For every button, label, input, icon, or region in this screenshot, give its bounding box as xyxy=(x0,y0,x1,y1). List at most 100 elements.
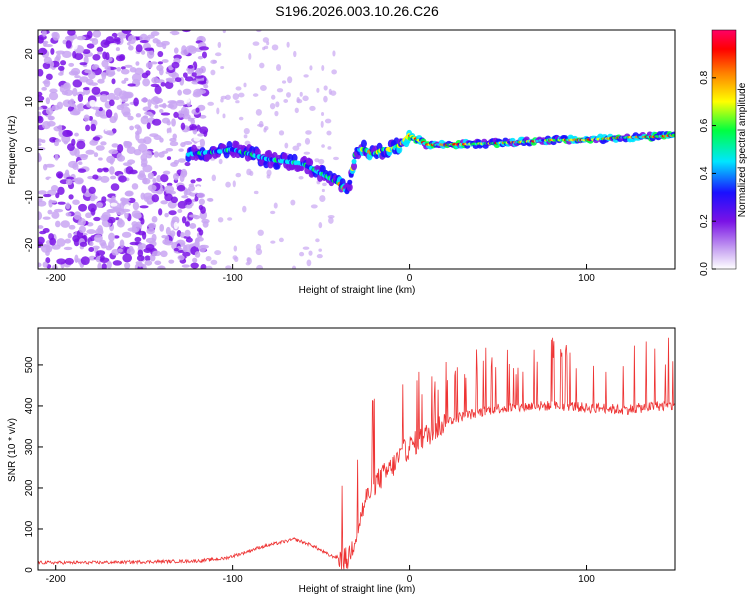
heatmap-cell xyxy=(190,179,196,184)
heatmap-cell xyxy=(233,245,238,252)
heatmap-cell xyxy=(152,250,162,257)
heatmap-cell xyxy=(113,235,120,239)
heatmap-cell xyxy=(131,73,142,83)
heatmap-cell xyxy=(321,144,325,148)
heatmap-cell xyxy=(148,222,157,229)
heatmap-cell xyxy=(189,223,197,229)
heatmap-cell xyxy=(151,118,162,126)
heatmap-cell xyxy=(248,52,252,60)
heatmap-cell xyxy=(39,230,47,235)
heatmap-cell xyxy=(132,201,140,211)
heatmap-cell xyxy=(101,263,107,269)
heatmap-cell xyxy=(159,109,164,114)
heatmap-cell xyxy=(162,170,171,175)
heatmap-cell xyxy=(100,72,107,77)
heatmap-cell xyxy=(38,190,47,195)
figure-title: S196.2026.003.10.26.C26 xyxy=(275,3,439,19)
heatmap-cell xyxy=(74,75,81,79)
heatmap-cell xyxy=(287,76,293,84)
heatmap-cell xyxy=(127,227,137,232)
heatmap-cell xyxy=(174,36,180,43)
heatmap-cell xyxy=(331,69,337,75)
snr-xtick-label: 0 xyxy=(407,574,413,585)
heatmap-cell xyxy=(78,218,86,226)
heatmap-cell xyxy=(97,225,103,234)
heatmap-cell xyxy=(68,62,75,67)
snr-ylabel: SNR (10 * v/v) xyxy=(7,418,18,482)
heatmap-cell xyxy=(162,43,167,50)
heatmap-cell xyxy=(89,241,94,247)
heatmap-cell xyxy=(323,85,328,91)
heatmap-cell xyxy=(64,169,70,177)
heatmap-cell xyxy=(351,162,358,171)
heatmap-cell xyxy=(303,74,309,78)
heatmap-cell xyxy=(200,264,207,269)
heatmap-cell xyxy=(182,113,191,120)
heatmap-cell xyxy=(64,89,74,96)
heatmap-cell xyxy=(43,193,52,198)
heatmap-cell xyxy=(126,247,135,256)
heatmap-cell xyxy=(51,264,58,269)
heatmap-cell xyxy=(165,226,171,236)
heatmap-cell xyxy=(115,47,120,52)
heatmap-cell xyxy=(259,62,265,69)
heatmap-cell xyxy=(93,152,99,158)
heatmap-cell xyxy=(290,199,296,206)
heatmap-cell xyxy=(182,244,188,253)
heatmap-cell xyxy=(88,115,93,121)
heatmap-cell xyxy=(138,260,143,268)
heatmap-cell xyxy=(87,71,96,80)
heatmap-cell xyxy=(95,145,105,151)
heatmap-cell xyxy=(135,61,140,66)
colorbar: 0.0 0.2 0.4 0.6 0.8 Normalized spectral ampl… xyxy=(699,29,748,276)
heatmap-cell xyxy=(107,216,116,224)
heatmap-cell xyxy=(318,158,325,165)
heatmap-cell xyxy=(203,84,209,89)
heatmap-cell xyxy=(160,174,169,183)
heatmap-cell xyxy=(159,223,165,232)
heatmap-cell xyxy=(258,120,264,128)
heatmap-cell xyxy=(123,77,129,82)
heatmap-cell xyxy=(120,68,130,75)
heatmap-cell xyxy=(307,158,314,167)
heatmap-cell xyxy=(44,163,55,168)
heatmap-cell xyxy=(332,50,336,57)
heatmap-cell xyxy=(111,143,119,148)
heatmap-cell xyxy=(273,202,278,209)
heatmap-cell xyxy=(79,62,88,66)
heatmap-cell xyxy=(66,176,75,180)
heatmap-cell xyxy=(327,146,332,150)
heatmap-cell xyxy=(158,266,164,269)
heatmap-cell xyxy=(296,96,300,103)
heatmap-cell xyxy=(161,59,169,63)
heatmap-cell xyxy=(322,182,327,187)
heatmap-cell xyxy=(79,241,88,247)
heatmap-cell xyxy=(173,47,179,54)
heatmap-cell xyxy=(73,211,82,220)
heatmap-cell xyxy=(195,67,203,76)
heatmap-cell xyxy=(225,181,231,188)
heatmap-cell xyxy=(252,93,259,97)
heatmap-cell xyxy=(78,225,86,234)
heatmap-cell xyxy=(38,91,43,97)
heatmap-cell xyxy=(108,99,115,107)
heatmap-cell xyxy=(43,56,52,64)
heatmap-cell xyxy=(142,177,151,185)
heatmap-cell xyxy=(243,127,250,135)
heatmap-cell xyxy=(184,221,190,227)
heatmap-cell xyxy=(158,151,165,158)
heatmap-cell xyxy=(302,246,310,250)
heatmap-cell xyxy=(253,190,259,195)
heatmap-cell xyxy=(270,210,276,215)
heatmap-cell xyxy=(164,81,174,90)
heatmap-cell xyxy=(67,232,73,239)
heatmap-cell xyxy=(96,46,104,53)
heatmap-cell xyxy=(92,174,99,180)
heatmap-cell xyxy=(110,183,120,191)
heatmap-cell xyxy=(169,141,179,147)
heatmap-cell xyxy=(671,133,675,137)
heatmap-cell xyxy=(134,236,142,243)
heatmap-cell xyxy=(173,159,180,165)
heatmap-cell xyxy=(143,136,152,145)
heatmap-cell xyxy=(134,67,144,75)
